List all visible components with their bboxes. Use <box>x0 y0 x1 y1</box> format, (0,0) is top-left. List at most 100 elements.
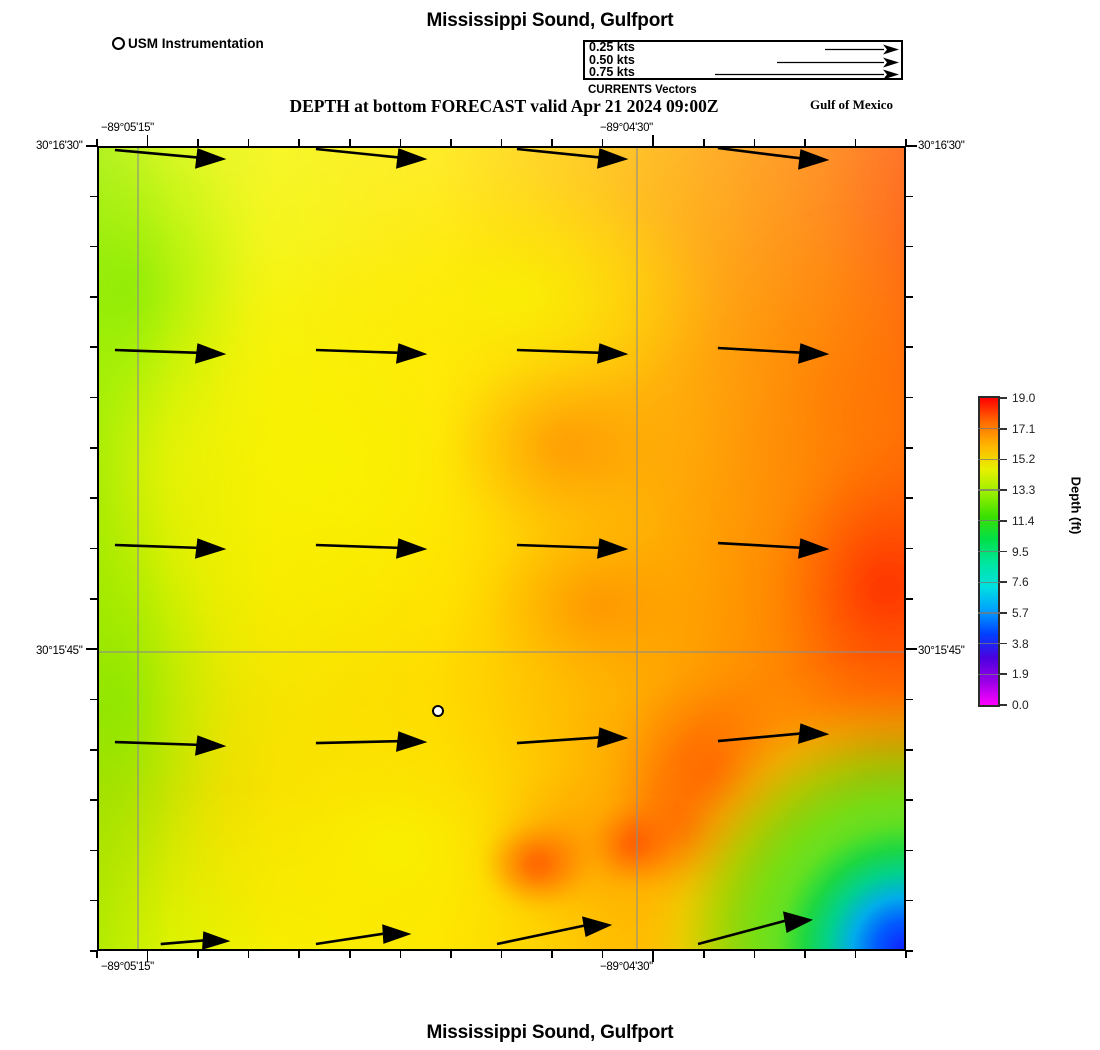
colorbar-tick <box>1000 489 1007 491</box>
colorbar-tick-label: 19.0 <box>1012 391 1036 405</box>
axis-tick-x <box>247 139 250 146</box>
current-vector-arrow <box>315 924 412 946</box>
current-vector-arrow <box>315 343 428 364</box>
axis-tick-x <box>702 139 705 146</box>
colorbar-tick <box>1000 704 1007 706</box>
axis-tick-y <box>86 648 97 650</box>
region-label: Gulf of Mexico <box>810 97 894 112</box>
colorbar-tick <box>1000 397 1007 399</box>
axis-tick-y <box>906 799 913 801</box>
axis-tick-x <box>601 951 604 958</box>
axis-tick-x <box>146 951 149 962</box>
colorbar-tick-label: 0.0 <box>1012 698 1029 712</box>
colorbar-tick-label: 17.1 <box>1012 421 1036 436</box>
axis-tick-x <box>804 139 806 146</box>
axis-label-top-lon-2: −89°04'30" <box>600 122 653 134</box>
axis-tick-y <box>90 698 97 701</box>
axis-tick-y <box>906 296 913 298</box>
colorbar-inner-tick <box>978 489 1000 491</box>
axis-tick-y <box>906 497 913 499</box>
axis-tick-x <box>854 951 857 958</box>
currents-legend-label: 0.50 kts <box>589 52 635 67</box>
axis-tick-x <box>652 135 654 146</box>
current-vector-arrow <box>315 538 428 559</box>
axis-tick-x <box>652 951 654 962</box>
usm-station-marker[interactable] <box>432 705 444 717</box>
axis-tick-y <box>90 245 97 248</box>
axis-tick-x <box>450 139 452 146</box>
axis-tick-x <box>601 139 604 146</box>
gridline-longitude <box>137 148 139 949</box>
axis-tick-x <box>702 951 705 958</box>
colorbar-tick-label: 11.4 <box>1012 513 1035 528</box>
axis-tick-x <box>905 139 907 146</box>
axis-tick-y <box>906 145 917 147</box>
axis-tick-x <box>298 139 301 146</box>
axis-tick-x <box>804 951 806 958</box>
axis-tick-x <box>197 951 199 958</box>
axis-tick-x <box>450 951 452 958</box>
usm-instrumentation-legend: USM Instrumentation <box>112 36 264 51</box>
currents-legend-label: 0.25 kts <box>589 40 635 54</box>
axis-tick-y <box>906 598 913 600</box>
currents-vectors-caption: CURRENTS Vectors <box>588 84 697 96</box>
colorbar-inner-tick <box>978 581 1000 583</box>
axis-tick-y <box>906 698 913 701</box>
forecast-subtitle: DEPTH at bottom FORECAST valid Apr 21 20… <box>289 96 719 116</box>
vector-arrow-icon <box>825 44 899 55</box>
axis-tick-x <box>500 951 503 958</box>
axis-tick-x <box>96 951 98 958</box>
axis-tick-y <box>90 547 97 550</box>
depth-map-plot <box>97 146 906 951</box>
colorbar-inner-tick <box>978 612 1000 614</box>
axis-label-left-lat-1: 30°16'30" <box>36 140 83 152</box>
axis-tick-y <box>906 950 913 952</box>
colorbar-axis-title: Depth (ft) <box>1068 476 1084 535</box>
currents-vector-legend: 0.25 kts 0.50 kts 0.75 kts <box>583 40 903 80</box>
colorbar-tick <box>1000 519 1007 522</box>
current-vector-arrow <box>496 916 613 946</box>
axis-tick-x <box>96 139 98 146</box>
colorbar-tick <box>1000 458 1007 461</box>
axis-tick-y <box>90 799 97 801</box>
current-vector-arrow <box>160 931 231 949</box>
currents-legend-label: 0.75 kts <box>589 65 635 80</box>
current-vector-arrow <box>717 538 830 559</box>
axis-tick-x <box>753 139 756 146</box>
axis-tick-y <box>86 145 97 147</box>
gridline-latitude <box>99 651 904 653</box>
axis-tick-y <box>90 748 97 751</box>
axis-label-top-lon-1: −89°05'15" <box>101 122 154 134</box>
colorbar-tick-label: 3.8 <box>1012 636 1029 651</box>
current-vector-arrow <box>315 731 428 752</box>
currents-legend-row: 0.25 kts <box>585 40 901 55</box>
axis-tick-y <box>90 497 97 499</box>
vector-arrow-icon <box>715 69 899 80</box>
colorbar-inner-tick <box>978 458 1000 461</box>
colorbar-inner-tick <box>978 520 1000 522</box>
current-vector-arrow <box>717 343 830 364</box>
axis-tick-y <box>906 396 913 399</box>
current-vector-overlay <box>114 148 830 949</box>
axis-tick-x <box>551 139 553 146</box>
open-circle-marker-icon <box>112 37 125 50</box>
currents-legend-row: 0.75 kts <box>585 65 901 80</box>
axis-tick-x <box>854 139 857 146</box>
axis-tick-x <box>905 951 907 958</box>
axis-tick-y <box>90 296 97 298</box>
axis-tick-y <box>90 598 97 600</box>
axis-tick-y <box>90 950 97 952</box>
colorbar-tick <box>1000 581 1007 584</box>
colorbar-inner-tick <box>978 642 1000 645</box>
current-vector-arrow <box>516 343 629 364</box>
axis-tick-x <box>146 135 149 146</box>
axis-tick-y <box>906 748 913 751</box>
current-vector-arrow <box>114 735 227 756</box>
axis-label-right-lat-2: 30°15'45" <box>918 645 965 657</box>
colorbar-tick-label: 7.6 <box>1012 575 1029 590</box>
depth-colorbar: 19.0 17.1 15.2 13.3 11.4 9.5 7.6 5.7 3.8 1.9 0.0 <box>978 391 1035 712</box>
current-vector-arrow <box>516 727 629 748</box>
axis-label-bottom-lon-1: −89°05'15" <box>101 961 154 973</box>
axis-tick-y <box>906 899 913 902</box>
colorbar-tick-label: 13.3 <box>1012 483 1036 498</box>
